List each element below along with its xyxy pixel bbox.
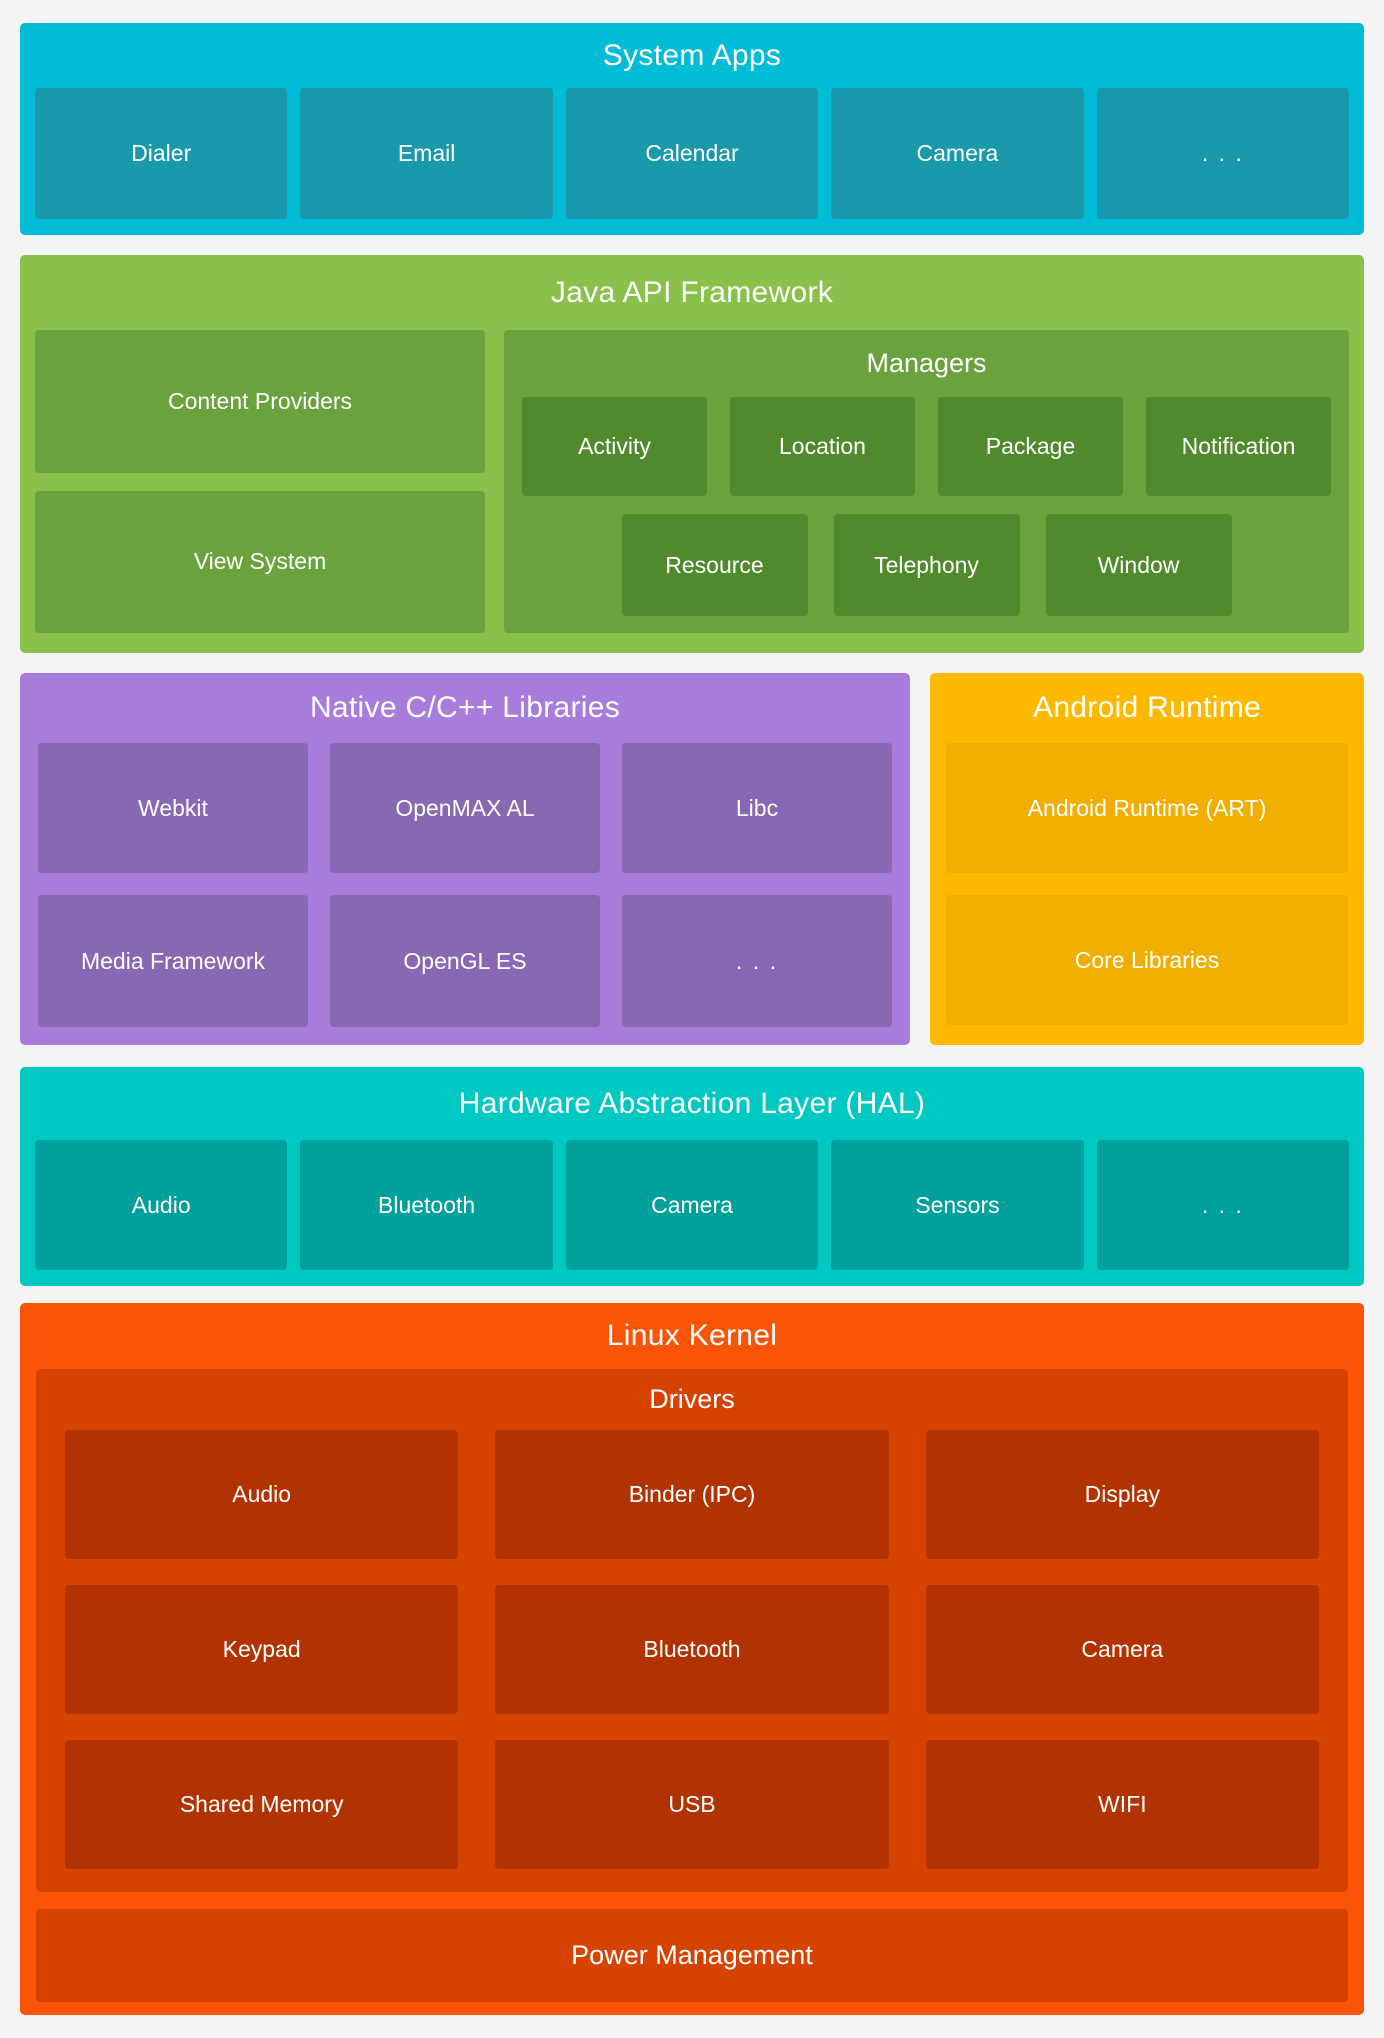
system-app-dialer: Dialer [35, 88, 288, 219]
hal-more: . . . [1096, 1140, 1350, 1270]
layer-android-runtime: Android Runtime Android Runtime (ART) Co… [930, 673, 1364, 1045]
system-app-email: Email [300, 88, 553, 219]
native-lib-libc: Libc [622, 743, 892, 873]
hal-bluetooth: Bluetooth [300, 1140, 553, 1270]
java-api-title: Java API Framework [550, 275, 834, 309]
android-stack-diagram: System Apps Dialer Email Calendar Camera… [20, 0, 1364, 2015]
native-lib-webkit: Webkit [38, 743, 308, 873]
driver-binder-ipc: Binder (IPC) [495, 1430, 889, 1559]
manager-telephony: Telephony [833, 514, 1020, 616]
hal-audio: Audio [35, 1140, 288, 1270]
layer-hal: Hardware Abstraction Layer (HAL) Audio B… [20, 1067, 1364, 1286]
managers-title: Managers [866, 348, 987, 378]
native-libraries-grid: Webkit OpenMAX AL Libc Media Framework O… [38, 743, 892, 1027]
manager-notification: Notification [1146, 397, 1331, 496]
hal-camera: Camera [565, 1140, 819, 1270]
driver-camera: Camera [925, 1585, 1319, 1714]
native-and-runtime-row: Native C/C++ Libraries Webkit OpenMAX AL… [20, 673, 1364, 1045]
driver-shared-memory: Shared Memory [65, 1740, 459, 1869]
managers-row-1: Activity Location Package Notification [519, 397, 1334, 496]
native-lib-opengl-es: OpenGL ES [330, 895, 600, 1027]
drivers-grid: Audio Binder (IPC) Display Keypad Blueto… [65, 1430, 1319, 1869]
hal-row: Audio Bluetooth Camera Sensors . . . [35, 1140, 1350, 1270]
driver-audio: Audio [65, 1430, 459, 1559]
content-providers-box: Content Providers [35, 330, 485, 473]
driver-wifi: WIFI [925, 1740, 1319, 1869]
android-runtime-art-box: Android Runtime (ART) [946, 743, 1348, 873]
manager-resource: Resource [621, 514, 808, 616]
native-lib-more: . . . [622, 895, 892, 1027]
manager-location: Location [730, 397, 915, 496]
native-libraries-title: Native C/C++ Libraries [309, 691, 621, 724]
power-management-box: Power Management [36, 1909, 1348, 2002]
drivers-panel: Drivers Audio Binder (IPC) Display Keypa… [36, 1369, 1348, 1892]
manager-window: Window [1045, 514, 1232, 616]
layer-linux-kernel: Linux Kernel Drivers Audio Binder (IPC) … [20, 1303, 1364, 2015]
driver-usb: USB [495, 1740, 889, 1869]
system-app-calendar: Calendar [565, 88, 819, 219]
view-system-box: View System [35, 490, 485, 633]
native-lib-openmax-al: OpenMAX AL [330, 743, 600, 873]
system-app-camera: Camera [831, 88, 1084, 219]
system-apps-title: System Apps [602, 38, 782, 72]
driver-bluetooth: Bluetooth [495, 1585, 889, 1714]
managers-row-2: Resource Telephony Window [519, 514, 1334, 616]
driver-keypad: Keypad [65, 1585, 459, 1714]
linux-kernel-title: Linux Kernel [606, 1319, 778, 1352]
managers-panel: Managers Activity Location Package Notif… [504, 330, 1349, 633]
java-api-left-column: Content Providers View System [35, 330, 485, 633]
android-runtime-stack: Android Runtime (ART) Core Libraries [946, 743, 1348, 1025]
hal-sensors: Sensors [831, 1140, 1084, 1270]
manager-package: Package [938, 397, 1123, 496]
hal-title: Hardware Abstraction Layer (HAL) [458, 1086, 926, 1120]
manager-activity: Activity [522, 397, 707, 496]
java-api-content: Content Providers View System Managers A… [35, 330, 1349, 633]
layer-system-apps: System Apps Dialer Email Calendar Camera… [20, 23, 1364, 235]
native-lib-media-framework: Media Framework [38, 895, 308, 1027]
drivers-title: Drivers [649, 1384, 735, 1414]
system-apps-row: Dialer Email Calendar Camera . . . [35, 88, 1350, 219]
core-libraries-box: Core Libraries [946, 895, 1348, 1025]
layer-native-libraries: Native C/C++ Libraries Webkit OpenMAX AL… [20, 673, 910, 1045]
driver-display: Display [925, 1430, 1319, 1559]
android-runtime-title: Android Runtime [1033, 691, 1261, 724]
system-app-more: . . . [1096, 88, 1350, 219]
layer-java-api-framework: Java API Framework Content Providers Vie… [20, 255, 1364, 653]
